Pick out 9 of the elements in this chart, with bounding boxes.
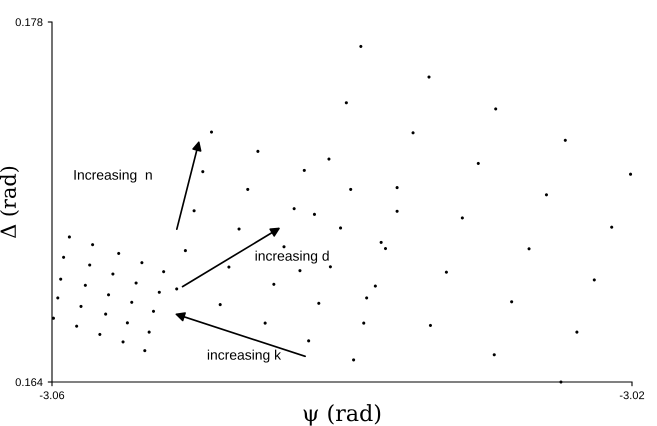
y-tick-label: 0.178	[16, 18, 42, 26]
annotation: Increasing n	[74, 170, 152, 183]
x-axis-title: ψ (rad)	[303, 404, 380, 426]
y-axis-title: Δ (rad)	[0, 166, 20, 238]
x-tick-label: -3.06	[40, 391, 64, 400]
x-tick-label: -3.02	[620, 391, 644, 400]
annotation: increasing k	[208, 350, 282, 363]
y-tick-label: 0.164	[16, 378, 43, 386]
annotation: increasing d	[256, 250, 329, 264]
